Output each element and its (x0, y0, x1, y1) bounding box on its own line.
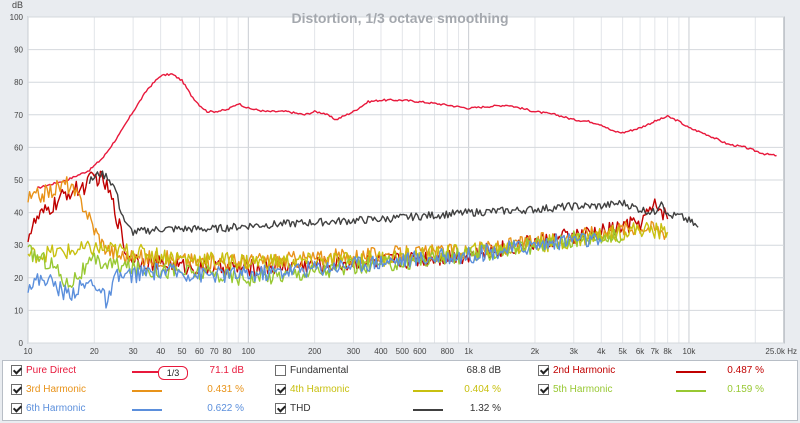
legend-item-2nd-harmonic: 2nd Harmonic 0.487 % (538, 364, 788, 380)
legend-swatch-5th-harmonic (676, 390, 706, 392)
x-tick-label: 500 (396, 347, 410, 356)
y-axis-label: dB (12, 0, 23, 10)
y-tick-label: 20 (14, 274, 23, 283)
x-tick-label: 800 (441, 347, 455, 356)
grid-lines (27, 16, 784, 344)
legend-value-thd: 1.32 % (469, 403, 501, 414)
y-tick-label: 90 (14, 46, 23, 55)
legend-swatch-thd (413, 409, 443, 411)
legend-value-3rd-harmonic: 0.431 % (207, 384, 244, 395)
legend-checkbox-pure-direct[interactable] (11, 365, 22, 376)
y-tick-label: 0 (19, 339, 24, 348)
legend-name-3rd-harmonic: 3rd Harmonic (26, 384, 87, 395)
x-tick-label: 30 (129, 347, 138, 356)
x-tick-label: 5k (618, 347, 627, 356)
y-tick-label: 100 (10, 13, 24, 22)
legend-value-6th-harmonic: 0.622 % (207, 403, 244, 414)
legend-checkbox-4th-harmonic[interactable] (275, 384, 286, 395)
legend-value-pure-direct: 71.1 dB (209, 365, 244, 376)
x-tick-label: 8k (663, 347, 672, 356)
legend-name-pure-direct: Pure Direct (26, 365, 77, 376)
series-line-pure-direct (36, 73, 777, 189)
x-tick-label: 20 (90, 347, 99, 356)
legend-checkbox-thd[interactable] (275, 403, 286, 414)
y-tick-label: 10 (14, 306, 23, 315)
x-tick-label: 60 (195, 347, 204, 356)
legend-item-5th-harmonic: 5th Harmonic 0.159 % (538, 383, 788, 399)
legend-name-fundamental: Fundamental (290, 365, 349, 376)
x-tick-label: 100 (242, 347, 256, 356)
legend-value-4th-harmonic: 0.404 % (464, 384, 501, 395)
y-tick-label: 70 (14, 111, 23, 120)
series-lines (27, 73, 777, 309)
x-tick-label: 10 (24, 347, 33, 356)
x-tick-label: 25.0k Hz (765, 347, 797, 356)
series-line-thd (88, 170, 699, 236)
legend-checkbox-3rd-harmonic[interactable] (11, 384, 22, 395)
legend-name-thd: THD (290, 403, 311, 414)
legend-item-pure-direct: Pure Direct 71.1 dB 1/3 (11, 364, 261, 380)
x-tick-label: 4k (597, 347, 606, 356)
y-tick-label: 60 (14, 143, 23, 152)
legend-item-fundamental: Fundamental 68.8 dB (275, 364, 525, 380)
y-tick-label: 50 (14, 176, 23, 185)
legend-item-3rd-harmonic: 3rd Harmonic 0.431 % (11, 383, 261, 399)
legend-name-4th-harmonic: 4th Harmonic (290, 384, 350, 395)
legend-item-4th-harmonic: 4th Harmonic 0.404 % (275, 383, 525, 399)
x-tick-label: 6k (636, 347, 645, 356)
legend-panel: Pure Direct 71.1 dB 1/3 Fundamental 68.8 dB 2… (2, 360, 798, 421)
x-tick-label: 3k (570, 347, 579, 356)
legend-swatch-3rd-harmonic (132, 390, 162, 392)
chart-title: Distortion, 1/3 octave smoothing (291, 10, 508, 26)
y-tick-label: 30 (14, 241, 23, 250)
legend-name-6th-harmonic: 6th Harmonic (26, 403, 86, 414)
legend-name-2nd-harmonic: 2nd Harmonic (553, 365, 616, 376)
x-tick-label: 40 (156, 347, 165, 356)
x-tick-label: 400 (374, 347, 388, 356)
legend-swatch-4th-harmonic (413, 390, 443, 392)
legend-value-2nd-harmonic: 0.487 % (727, 365, 764, 376)
y-tick-label: 80 (14, 78, 23, 87)
x-tick-label: 10k (683, 347, 697, 356)
x-tick-label: 70 (210, 347, 219, 356)
x-tick-label: 600 (413, 347, 427, 356)
legend-swatch-6th-harmonic (132, 409, 162, 411)
x-tick-label: 300 (347, 347, 361, 356)
legend-checkbox-5th-harmonic[interactable] (538, 384, 549, 395)
legend-checkbox-6th-harmonic[interactable] (11, 403, 22, 414)
x-tick-label: 7k (651, 347, 660, 356)
legend-item-6th-harmonic: 6th Harmonic 0.622 % (11, 402, 261, 418)
series-line-6th-harmonic (27, 232, 602, 309)
smoothing-badge[interactable]: 1/3 (158, 366, 188, 380)
legend-value-fundamental: 68.8 dB (466, 365, 501, 376)
x-tick-label: 50 (178, 347, 187, 356)
x-tick-label: 80 (223, 347, 232, 356)
legend-swatch-pure-direct (132, 371, 162, 373)
legend-checkbox-2nd-harmonic[interactable] (538, 365, 549, 376)
legend-item-thd: THD 1.32 % (275, 402, 525, 418)
legend-name-5th-harmonic: 5th Harmonic (553, 384, 613, 395)
legend-swatch-2nd-harmonic (676, 371, 706, 373)
legend-checkbox-fundamental[interactable] (275, 365, 286, 376)
x-tick-label: 1k (464, 347, 473, 356)
x-tick-label: 2k (531, 347, 540, 356)
series-line-5th-harmonic (27, 229, 623, 288)
legend-value-5th-harmonic: 0.159 % (727, 384, 764, 395)
x-tick-label: 200 (308, 347, 322, 356)
y-tick-label: 40 (14, 209, 23, 218)
